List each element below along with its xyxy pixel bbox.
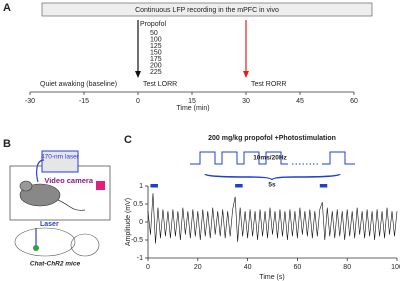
dose-label: 100 [150, 36, 162, 43]
chart-title: 200 mg/kg propofol +Photostimulation [208, 135, 336, 142]
x-tick-label: 30 [242, 98, 250, 105]
pulse-label: 10ms/20Hz [253, 155, 287, 162]
stim-bar [319, 184, 328, 188]
stim-bar [150, 184, 158, 188]
dose-label: 125 [150, 43, 162, 50]
drug-label: Propofol [140, 21, 167, 28]
dose-label: 225 [150, 69, 162, 76]
x-tick-label: 100 [391, 264, 400, 271]
panel-label: C [124, 134, 132, 146]
y-tick-label: 1 [139, 183, 143, 190]
laser-label: 470-nm laser [41, 154, 80, 161]
x-axis-label: Time (s) [259, 274, 284, 281]
baseline-label: Quiet awaking (baseline) [40, 81, 117, 88]
x-tick-label: 45 [296, 98, 304, 105]
x-tick-label: -15 [79, 98, 89, 105]
y-tick-label: -1 [137, 255, 143, 262]
train-brace [204, 173, 341, 181]
event-label: Test RORR [251, 81, 286, 88]
camera-label: Video camera [44, 176, 93, 185]
x-tick-label: -30 [25, 98, 35, 105]
y-tick-label: -0.5 [131, 237, 143, 244]
panel-label: B [3, 138, 11, 150]
x-tick-label: 40 [244, 264, 252, 271]
pulse-schematic [190, 151, 288, 165]
x-tick-label: 20 [194, 264, 202, 271]
dose-label: 150 [150, 49, 162, 56]
dose-label: 175 [150, 56, 162, 63]
train-label: 5s [268, 182, 276, 189]
x-tick-label: 60 [350, 98, 358, 105]
mice-label: Chat-ChR2 mice [30, 261, 81, 268]
x-tick-label: 0 [146, 264, 150, 271]
dose-label: 50 [150, 30, 158, 37]
stim-bar [235, 184, 243, 188]
arrow-head [243, 71, 249, 78]
recording-box [41, 2, 373, 17]
dose-label: 200 [150, 62, 162, 69]
x-axis-label: Time (min) [176, 105, 209, 112]
x-tick-label: 15 [188, 98, 196, 105]
protocol-title: Continuous LFP recording in the mPFC in … [135, 7, 279, 14]
x-tick-label: 80 [343, 264, 351, 271]
panel-label: A [3, 2, 11, 14]
y-tick-label: 0.5 [133, 201, 143, 208]
y-axis-label: Amplitude (mV) [125, 198, 132, 246]
pulse-schematic [322, 151, 355, 165]
fiber-label: Laser [40, 221, 59, 228]
lfp-trace [147, 193, 398, 244]
arrow-head [135, 71, 141, 78]
y-tick-label: 0 [139, 219, 143, 226]
x-tick-label: 60 [294, 264, 302, 271]
event-label: Test LORR [143, 81, 177, 88]
setup-diagram [9, 150, 111, 257]
x-tick-label: 0 [136, 98, 140, 105]
